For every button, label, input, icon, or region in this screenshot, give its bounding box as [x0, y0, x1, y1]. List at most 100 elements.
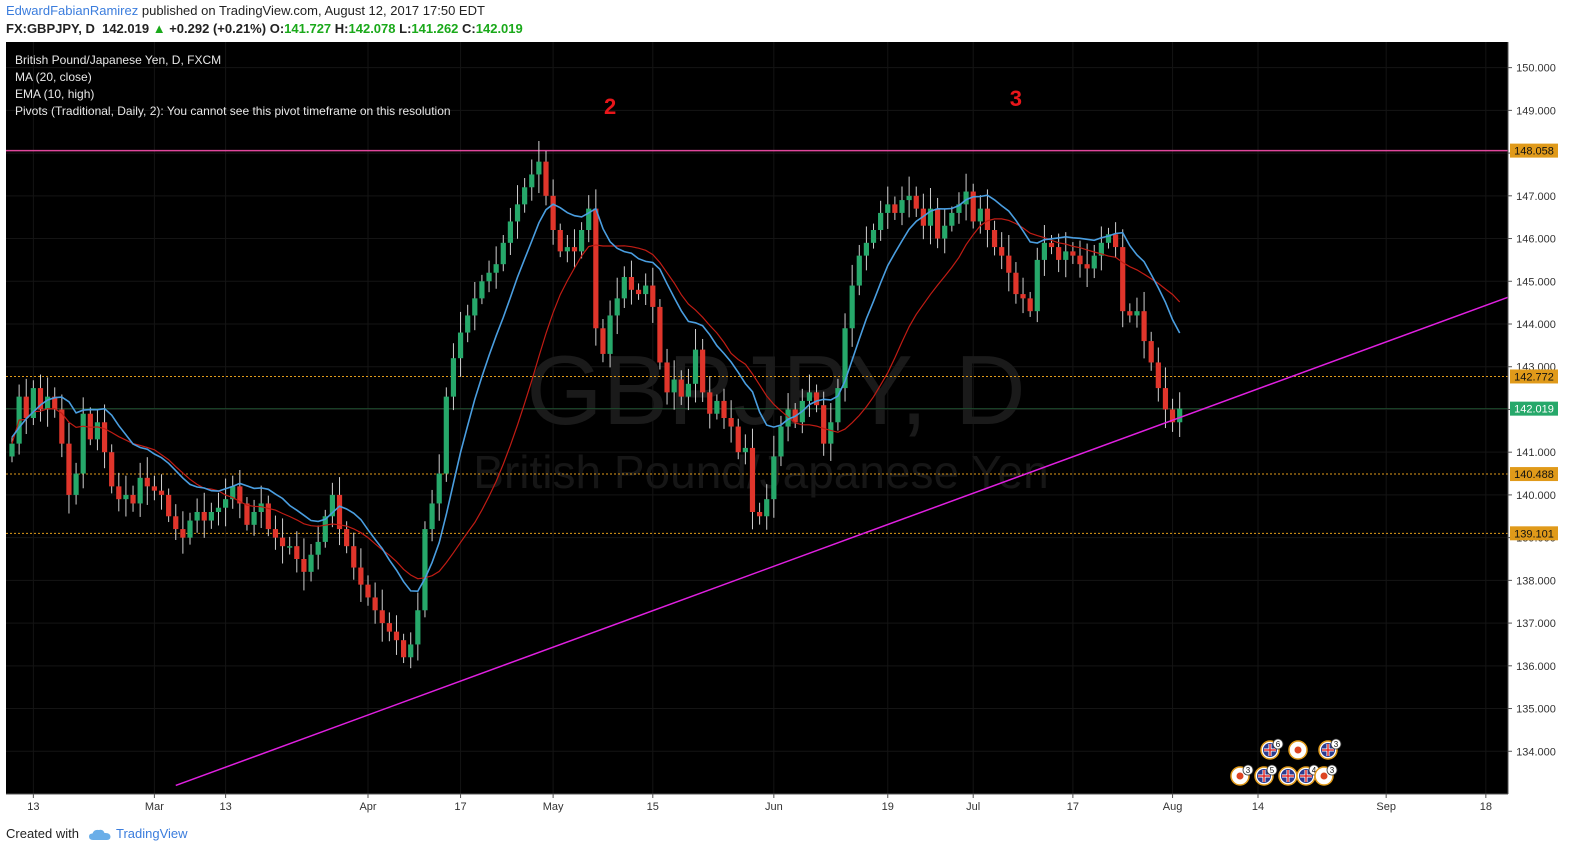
price-chart[interactable]: GBPJPY, D British Pound/Japanese Yen Bri…	[6, 42, 1564, 818]
event-markers[interactable]: 6 3 3 5 4 3	[1230, 738, 1342, 786]
candle-body	[201, 512, 207, 521]
legend-ma: MA (20, close)	[15, 70, 92, 84]
low-value: 141.262	[411, 21, 459, 36]
event-count: 3	[1330, 766, 1335, 775]
candle-body	[272, 529, 279, 538]
candle-body	[835, 388, 841, 423]
legend-pivots: Pivots (Traditional, Daily, 2): You cann…	[15, 104, 451, 118]
footer: Created with TradingView	[6, 826, 188, 841]
candle-body	[863, 242, 869, 256]
candle-body	[144, 477, 150, 487]
candle-body	[721, 400, 727, 418]
candle-body	[158, 490, 165, 495]
japan-flag-icon[interactable]	[1288, 740, 1308, 760]
candle-body	[963, 191, 969, 205]
uk-flag-icon[interactable]: 6	[1260, 738, 1284, 760]
level-tag-label: 139.101	[1514, 528, 1554, 540]
candle-body	[892, 204, 898, 213]
event-count-badge	[1266, 764, 1278, 776]
price-axis[interactable]	[1508, 42, 1564, 794]
x-tick-label: 17	[1067, 801, 1079, 813]
ema-10-line	[11, 194, 1181, 593]
candle-body	[522, 187, 528, 205]
candle-body	[1134, 311, 1140, 316]
y-tick-label: 141.000	[1516, 447, 1556, 459]
candle-body	[180, 529, 186, 538]
level-tag	[1510, 369, 1558, 384]
grid	[6, 42, 1508, 794]
event-count: 3	[1246, 766, 1251, 775]
x-tick-label: 14	[1252, 801, 1264, 813]
x-tick-label: Jul	[966, 801, 980, 813]
candle-body	[1169, 409, 1176, 423]
candle-body	[643, 285, 649, 295]
event-count: 6	[1276, 740, 1281, 749]
candle-body	[415, 610, 421, 645]
japan-flag-icon[interactable]: 3	[1314, 764, 1338, 786]
candle-body	[878, 212, 884, 230]
candle-body	[94, 422, 101, 440]
candle-body	[735, 426, 741, 453]
created-with-label: Created with	[6, 826, 79, 841]
uk-flag-icon[interactable]: 4	[1296, 764, 1320, 786]
candle-body	[450, 358, 457, 397]
candle-body	[529, 174, 535, 188]
candle-body	[1148, 341, 1154, 363]
x-tick-label: Aug	[1163, 801, 1183, 813]
trendline[interactable]	[175, 294, 1515, 787]
candle-body	[1155, 362, 1161, 389]
candle-body	[429, 503, 435, 530]
candle-body	[714, 400, 720, 414]
price-axis-tags: 148.058 142.772 140.488 139.101 142.019	[1510, 143, 1558, 541]
level-tag-label: 148.058	[1514, 146, 1554, 158]
candle-body	[999, 247, 1005, 256]
candle-body	[237, 486, 243, 504]
candle-body	[493, 264, 499, 273]
candle-body	[308, 554, 314, 572]
event-count-badge	[1326, 764, 1338, 776]
candle-body	[1070, 251, 1076, 256]
candle-body	[500, 242, 506, 265]
author-link[interactable]: EdwardFabianRamirez	[6, 3, 139, 18]
time-axis[interactable]	[6, 794, 1564, 818]
uk-flag-icon[interactable]: 3	[1318, 738, 1342, 760]
candle-body	[66, 443, 72, 495]
y-tick-label: 144.000	[1516, 319, 1556, 331]
candle-body	[821, 405, 827, 444]
candle-body	[479, 281, 485, 299]
candle-body	[700, 349, 706, 393]
japan-flag-icon[interactable]: 3	[1230, 764, 1254, 786]
candle-body	[9, 443, 15, 457]
candle-body	[187, 520, 193, 538]
candle-body	[771, 456, 777, 500]
candle-body	[628, 277, 635, 290]
candle-body	[443, 396, 449, 474]
candle-body	[571, 247, 578, 252]
candle-body	[1006, 255, 1012, 273]
candle-body	[614, 298, 620, 316]
trendline-group[interactable]	[175, 294, 1515, 787]
y-tick-label: 146.000	[1516, 234, 1556, 246]
level-tag-label: 140.488	[1514, 469, 1554, 481]
wave-label: 2	[604, 94, 616, 119]
y-tick-label: 140.000	[1516, 490, 1556, 502]
tradingview-link[interactable]: TradingView	[116, 826, 188, 841]
event-count: 3	[1334, 740, 1339, 749]
candle-body	[550, 195, 556, 230]
y-tick-label: 134.000	[1516, 746, 1556, 758]
uk-flag-icon[interactable]: 5	[1254, 764, 1278, 786]
candle-body	[393, 631, 400, 641]
legend-ema: EMA (10, high)	[15, 87, 94, 101]
candle-body	[1048, 242, 1055, 248]
candle-body	[906, 195, 912, 201]
candle-body	[543, 161, 549, 196]
x-tick-label: 19	[882, 801, 894, 813]
candle-body	[984, 208, 991, 230]
candle-body	[913, 195, 919, 209]
chart-area[interactable]: GBPJPY, D British Pound/Japanese Yen Bri…	[6, 42, 1564, 818]
uk-flag-icon[interactable]	[1278, 766, 1298, 786]
candle-body	[336, 494, 343, 530]
candle-body	[287, 546, 293, 548]
candle-body	[749, 447, 756, 512]
